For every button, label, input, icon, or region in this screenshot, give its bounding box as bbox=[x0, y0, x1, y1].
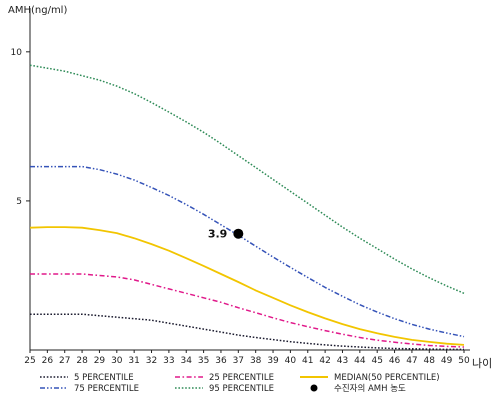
legend-label: 수진자의 AMH 농도 bbox=[334, 383, 406, 394]
points-layer: 3.9 bbox=[208, 228, 244, 241]
x-tick-label: 27 bbox=[59, 356, 70, 366]
x-tick-label: 34 bbox=[181, 356, 193, 366]
legend-label: 75 PERCENTILE bbox=[74, 384, 139, 394]
patient-amh-point bbox=[233, 228, 244, 239]
x-tick-label: 37 bbox=[233, 356, 244, 366]
legend-label: 95 PERCENTILE bbox=[209, 384, 274, 394]
x-tick-label: 46 bbox=[389, 356, 401, 366]
x-tick-label: 33 bbox=[163, 356, 174, 366]
legend: 5 PERCENTILE 25 PERCENTILE MEDIAN(50 PERCE… bbox=[40, 373, 440, 394]
x-tick-label: 35 bbox=[198, 356, 209, 366]
legend-label: MEDIAN(50 PERCENTILE) bbox=[334, 373, 440, 383]
series-median-50-percentile bbox=[29, 226, 465, 346]
x-tick-label: 47 bbox=[406, 356, 417, 366]
x-tick-label: 49 bbox=[441, 356, 453, 366]
legend-label: 5 PERCENTILE bbox=[74, 373, 134, 383]
x-axis-title: 나이 bbox=[472, 357, 492, 370]
series-75-percentile bbox=[30, 165, 465, 338]
y-axis-title: AMH(ng/ml) bbox=[8, 5, 67, 16]
patient-amh-value-label: 3.9 bbox=[208, 228, 228, 241]
legend-label: 25 PERCENTILE bbox=[209, 373, 274, 383]
x-tick-label: 38 bbox=[250, 356, 262, 366]
series-25-percentile bbox=[30, 273, 465, 348]
y-tick-label: 10 bbox=[11, 48, 23, 58]
series-5-percentile bbox=[30, 313, 464, 351]
x-tick-label: 29 bbox=[94, 356, 106, 366]
axes: 5 10 25 26 27 28 29 30 31 32 33 34 35 36 37 38 39 40 41 42 4… bbox=[8, 5, 492, 370]
x-tick-label: 42 bbox=[319, 356, 330, 366]
x-tick-label: 50 bbox=[458, 356, 470, 366]
x-tick-label: 39 bbox=[267, 356, 279, 366]
series-95-percentile bbox=[29, 64, 465, 294]
x-tick-label: 32 bbox=[146, 356, 157, 366]
y-tick-label: 5 bbox=[16, 197, 22, 207]
x-tick-label: 43 bbox=[337, 356, 348, 366]
x-tick-label: 45 bbox=[371, 356, 382, 366]
x-tick-label: 25 bbox=[24, 356, 35, 366]
x-tick-label: 48 bbox=[424, 356, 436, 366]
legend-swatch bbox=[310, 384, 318, 392]
x-tick-label: 40 bbox=[285, 356, 297, 366]
x-tick-label: 44 bbox=[354, 356, 366, 366]
x-tick-label: 36 bbox=[215, 356, 227, 366]
x-tick-label: 30 bbox=[111, 356, 123, 366]
x-tick-label: 28 bbox=[76, 356, 88, 366]
series-layer bbox=[29, 64, 465, 351]
x-tick-label: 31 bbox=[128, 356, 139, 366]
x-tick-label: 41 bbox=[302, 356, 313, 366]
x-tick-label: 26 bbox=[42, 356, 54, 366]
